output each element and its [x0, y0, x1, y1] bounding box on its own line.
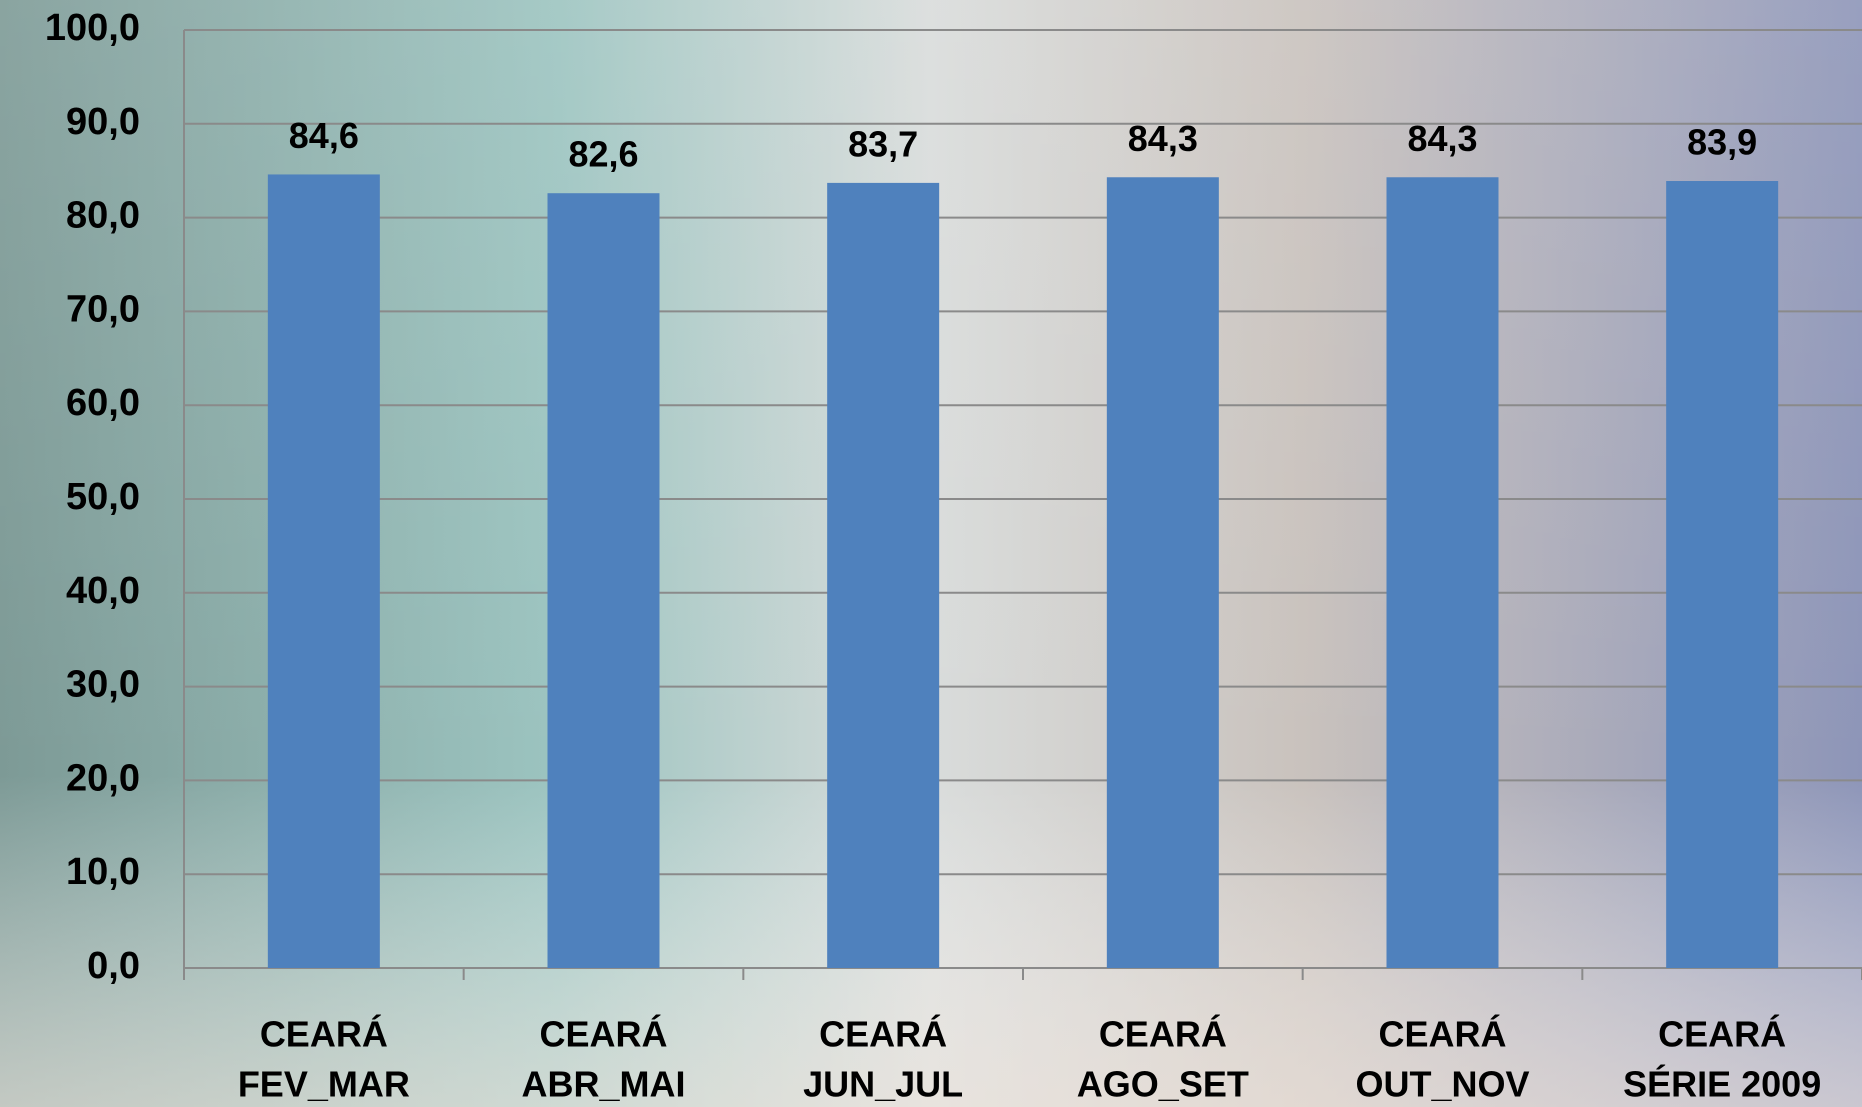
x-tick-label: AGO_SET	[1077, 1064, 1249, 1105]
data-label: 84,6	[289, 115, 359, 156]
data-label: 83,9	[1687, 122, 1757, 163]
y-tick-label: 70,0	[66, 288, 140, 330]
bar	[547, 193, 660, 968]
data-label: 82,6	[568, 134, 638, 175]
y-tick-label: 90,0	[66, 101, 140, 143]
x-tick-label: CEARÁ	[1658, 1014, 1786, 1055]
data-label: 83,7	[848, 123, 918, 164]
y-tick-label: 0,0	[87, 945, 140, 987]
y-tick-label: 10,0	[66, 851, 140, 893]
y-tick-label: 60,0	[66, 382, 140, 424]
y-tick-label: 50,0	[66, 476, 140, 518]
y-tick-label: 40,0	[66, 570, 140, 612]
x-tick-label: SÉRIE 2009	[1623, 1064, 1821, 1105]
y-tick-label: 100,0	[45, 7, 140, 49]
bar	[827, 182, 940, 969]
bar	[1106, 177, 1219, 969]
data-label: 84,3	[1407, 118, 1477, 159]
x-tick-label: FEV_MAR	[238, 1064, 410, 1105]
x-tick-label: CEARÁ	[1378, 1014, 1506, 1055]
x-tick-label: CEARÁ	[819, 1014, 947, 1055]
x-tick-label: CEARÁ	[1099, 1014, 1227, 1055]
y-tick-label: 80,0	[66, 195, 140, 237]
bar	[267, 174, 380, 968]
data-label: 84,3	[1128, 118, 1198, 159]
x-tick-label: CEARÁ	[260, 1014, 388, 1055]
x-tick-label: OUT_NOV	[1355, 1064, 1529, 1105]
y-tick-label: 30,0	[66, 664, 140, 706]
x-tick-label: ABR_MAI	[521, 1064, 685, 1105]
bar	[1386, 177, 1499, 969]
y-tick-label: 20,0	[66, 757, 140, 799]
x-tick-label: CEARÁ	[539, 1014, 667, 1055]
bar	[1666, 181, 1779, 968]
x-tick-label: JUN_JUL	[803, 1064, 963, 1105]
